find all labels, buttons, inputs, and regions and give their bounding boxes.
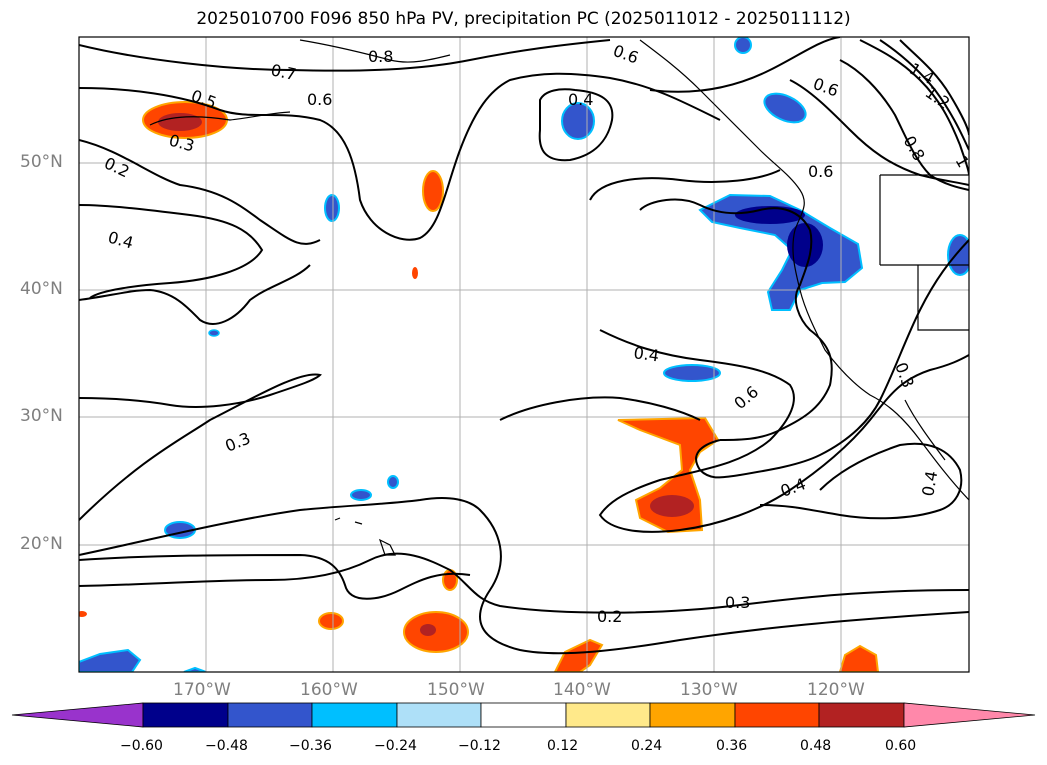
colorbar-tick: −0.36	[289, 738, 332, 754]
lon-label-140w: 140°W	[553, 680, 611, 700]
contour-label-group: 0.7 0.8 0.5 0.6 0.3 0.2 0.4 0.4 0.6 1.4 …	[101, 41, 973, 626]
colorbar-tick: −0.60	[120, 738, 163, 754]
colorbar-tick: −0.48	[205, 738, 248, 754]
contour-label: 0.4	[918, 469, 941, 497]
plot-frame	[78, 36, 970, 673]
colorbar-tick: −0.12	[458, 738, 501, 754]
contour-label: 0.8	[900, 133, 929, 165]
contour-label: 0.6	[611, 41, 641, 68]
contour-label: 0.4	[632, 343, 660, 365]
contour-label: 0.2	[101, 153, 132, 181]
colorbar-tick: 0.24	[631, 738, 663, 754]
colorbar-tick: 0.60	[885, 738, 917, 754]
contour-label: 1	[952, 153, 974, 171]
lon-label-150w: 150°W	[427, 680, 485, 700]
contour-label: 0.8	[368, 47, 393, 66]
colorbar-extend-low	[11, 702, 144, 728]
colorbar-bin	[227, 702, 313, 728]
colorbar-tick: −0.24	[374, 738, 417, 754]
colorbar-bin	[818, 702, 905, 728]
contour-label: 0.3	[891, 360, 918, 390]
colorbar-tick: 0.36	[716, 738, 748, 754]
contour-label: 0.4	[568, 90, 593, 109]
lat-label-30n: 30°N	[20, 406, 63, 426]
contour-label: 0.4	[106, 228, 136, 253]
lon-label-120w: 120°W	[807, 680, 865, 700]
colorbar-bin	[396, 702, 482, 728]
coastlines	[149, 39, 969, 556]
colorbar-tick: 0.12	[547, 738, 579, 754]
contour-label: 0.4	[778, 474, 808, 501]
contour-label: 0.6	[808, 162, 833, 181]
contour-label: 0.2	[597, 607, 622, 626]
colorbar-bin	[142, 702, 229, 728]
colorbar	[11, 702, 1036, 728]
colorbar-bin	[734, 702, 820, 728]
map-title: 2025010700 F096 850 hPa PV, precipitatio…	[196, 9, 851, 29]
colorbar-bin	[565, 702, 651, 728]
lon-label-170w: 170°W	[173, 680, 231, 700]
colorbar-bin	[311, 702, 398, 728]
contour-label: 0.6	[730, 382, 762, 413]
colorbar-bin	[480, 702, 567, 728]
contour-label: 0.3	[222, 429, 253, 456]
pv-contours	[79, 37, 969, 655]
lat-label-50n: 50°N	[20, 152, 63, 172]
contour-label: 0.7	[269, 60, 298, 84]
lon-label-160w: 160°W	[300, 680, 358, 700]
lat-label-40n: 40°N	[20, 279, 63, 299]
contour-label: 0.6	[307, 90, 332, 109]
lat-label-20n: 20°N	[20, 534, 63, 554]
contour-label: 0.3	[725, 593, 750, 612]
lon-label-130w: 130°W	[680, 680, 738, 700]
colorbar-tick: 0.48	[800, 738, 832, 754]
graticule	[79, 37, 969, 672]
colorbar-bin	[649, 702, 736, 728]
colorbar-extend-high	[903, 702, 1036, 728]
